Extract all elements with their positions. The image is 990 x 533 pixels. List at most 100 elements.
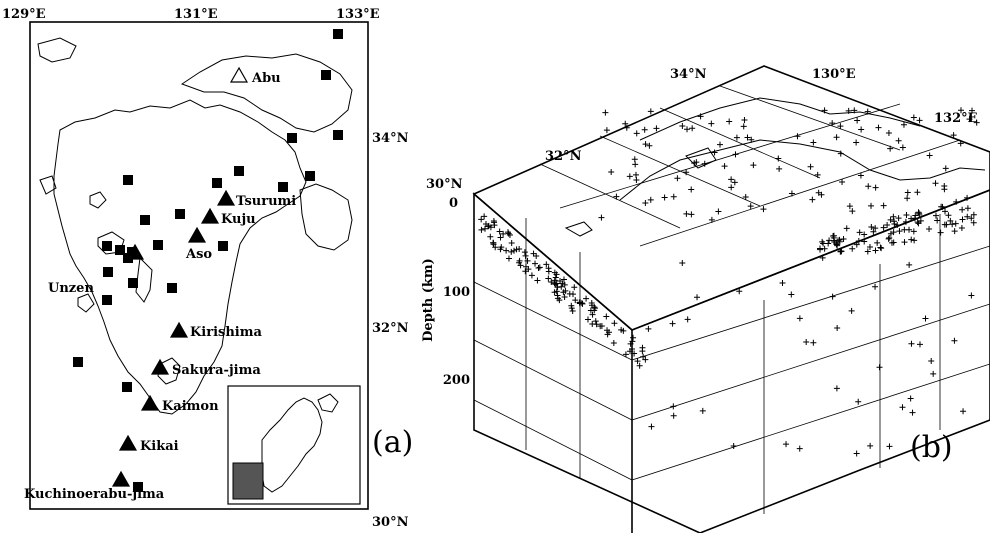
- event-plus: [503, 247, 510, 254]
- event-plus: [950, 132, 957, 139]
- volcano-markers: Abu Tsurumi Kuju Aso Unzen Kirishima Sakura-ji…: [24, 66, 296, 502]
- event-plus: [478, 226, 485, 233]
- event-plus: [589, 321, 596, 328]
- event-plus: [853, 450, 860, 457]
- event-plus: [908, 340, 915, 347]
- event-plus: [641, 126, 648, 133]
- panel-a-label: (a): [372, 425, 413, 460]
- event-plus: [914, 189, 921, 196]
- event-plus: [736, 288, 743, 295]
- volcano-label-unzen: Unzen: [48, 281, 94, 296]
- event-plus: [633, 130, 640, 137]
- event-plus: [694, 294, 701, 301]
- inset-frame: [227, 385, 361, 505]
- event-plus: [688, 186, 695, 193]
- event-plus: [878, 245, 885, 252]
- event-plus: [505, 255, 512, 262]
- event-plus: [901, 226, 908, 233]
- station-square: [73, 357, 83, 367]
- event-plus: [872, 225, 879, 232]
- event-plus: [545, 268, 552, 275]
- depth-tick-0: 0: [449, 196, 458, 211]
- event-plus: [942, 165, 949, 172]
- event-plus: [553, 280, 560, 287]
- panel-a-map: Abu Tsurumi Kuju Aso Unzen Kirishima Sakura-ji…: [2, 7, 413, 530]
- event-plus: [721, 163, 728, 170]
- event-plus: [854, 117, 861, 124]
- event-plus: [728, 176, 735, 183]
- volcano-label-sakura-jima: Sakura-jima: [172, 363, 261, 378]
- event-plus: [551, 269, 558, 276]
- station-square: [321, 70, 331, 80]
- event-plus: [864, 108, 871, 115]
- top-coastline-2: [639, 97, 921, 141]
- event-plus: [603, 313, 610, 320]
- event-plus: [524, 257, 531, 264]
- event-plus: [545, 275, 552, 282]
- station-square: [333, 130, 343, 140]
- event-plus: [578, 300, 585, 307]
- event-plus: [849, 245, 856, 252]
- event-plus: [558, 283, 565, 290]
- label-30n: 30°N: [372, 515, 409, 530]
- station-square: [218, 241, 228, 251]
- event-plus: [731, 179, 738, 186]
- grid-line: [631, 363, 990, 481]
- event-plus: [890, 213, 897, 220]
- event-plus: [969, 107, 976, 114]
- event-plus: [838, 247, 845, 254]
- event-plus: [870, 228, 877, 235]
- event-plus: [716, 141, 723, 148]
- earthquake-events: [478, 107, 980, 457]
- event-plus: [911, 237, 918, 244]
- event-plus: [633, 171, 640, 178]
- station-square: [234, 166, 244, 176]
- station-square: [287, 133, 297, 143]
- event-plus: [915, 220, 922, 227]
- event-plus: [872, 247, 879, 254]
- event-plus: [876, 364, 883, 371]
- event-plus: [964, 213, 971, 220]
- event-plus: [661, 194, 668, 201]
- station-square: [123, 175, 133, 185]
- grid-line: [631, 303, 990, 421]
- event-plus: [589, 311, 596, 318]
- event-plus: [957, 107, 964, 114]
- event-plus: [674, 175, 681, 182]
- top-coastline-1: [619, 139, 986, 201]
- event-plus: [551, 277, 558, 284]
- event-plus: [490, 239, 497, 246]
- event-plus: [613, 193, 620, 200]
- event-plus: [796, 445, 803, 452]
- event-plus: [872, 184, 879, 191]
- event-plus: [500, 230, 507, 237]
- event-plus: [648, 423, 655, 430]
- volcano-triangle-abu: [229, 66, 249, 83]
- event-plus: [679, 123, 686, 130]
- volcano-triangle-kikai: [118, 434, 138, 451]
- panel-b-block-diagram: 30°N 32°N 34°N 130°E 132°E 0 100 200 Dep…: [421, 65, 990, 533]
- event-plus: [868, 223, 875, 230]
- event-plus: [884, 221, 891, 228]
- event-plus: [669, 320, 676, 327]
- panel-b-label: (b): [910, 430, 953, 465]
- station-square: [305, 171, 315, 181]
- event-plus: [750, 162, 757, 169]
- event-plus: [788, 190, 795, 197]
- volcano-label-tsurumi: Tsurumi: [236, 194, 296, 209]
- event-plus: [829, 293, 836, 300]
- label-131e: 131°E: [174, 7, 218, 22]
- station-square: [133, 482, 143, 492]
- event-plus: [748, 136, 755, 143]
- event-plus: [554, 284, 561, 291]
- event-plus: [901, 239, 908, 246]
- event-plus: [853, 139, 860, 146]
- event-plus: [877, 244, 884, 251]
- event-plus: [741, 116, 748, 123]
- event-plus: [640, 353, 647, 360]
- event-plus: [930, 370, 937, 377]
- inset-map: [227, 385, 361, 505]
- event-plus: [715, 208, 722, 215]
- event-plus: [922, 315, 929, 322]
- event-plus: [776, 165, 783, 172]
